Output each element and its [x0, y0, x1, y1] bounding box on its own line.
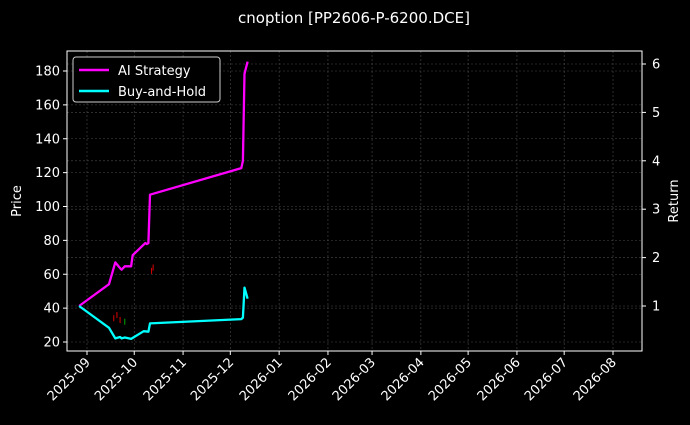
x-tick-label: 2026-08 — [571, 355, 620, 404]
left-tick-label: 120 — [35, 166, 60, 181]
right-axis-label: Return — [667, 179, 682, 222]
x-tick-label: 2026-03 — [330, 355, 379, 404]
legend-label-buy-and-hold: Buy-and-Hold — [118, 85, 206, 100]
left-tick-label: 100 — [35, 200, 60, 215]
x-tick-label: 2025-12 — [188, 355, 237, 404]
left-tick-label: 20 — [43, 336, 60, 351]
chart-title: cnoption [PP2606-P-6200.DCE] — [238, 9, 470, 27]
x-tick-label: 2026-04 — [379, 355, 428, 404]
left-axis-ticks: 20 40 60 80 100 120 140 160 180 — [35, 65, 67, 351]
left-tick-label: 180 — [35, 65, 60, 80]
right-axis-ticks: 1 2 3 4 5 6 — [642, 58, 660, 315]
left-tick-label: 40 — [43, 302, 60, 317]
left-tick-label: 60 — [43, 268, 60, 283]
x-tick-label: 2026-01 — [237, 355, 286, 404]
plot-frame — [66, 50, 643, 352]
x-tick-label: 2025-11 — [141, 355, 190, 404]
right-tick-label: 2 — [652, 251, 660, 266]
x-tick-label: 2026-02 — [286, 355, 335, 404]
right-tick-label: 6 — [652, 58, 660, 73]
price-candles — [113, 264, 154, 325]
right-tick-label: 5 — [652, 106, 660, 121]
left-tick-label: 80 — [43, 234, 60, 249]
legend-label-ai-strategy: AI Strategy — [118, 64, 191, 79]
left-axis-label: Price — [10, 185, 25, 217]
left-tick-label: 160 — [35, 98, 60, 113]
x-tick-label: 2026-06 — [475, 355, 524, 404]
series-line — [78, 61, 249, 307]
legend: AI Strategy Buy-and-Hold — [72, 56, 221, 103]
right-tick-label: 1 — [652, 300, 660, 315]
series-line — [78, 286, 249, 341]
x-tick-label: 2025-10 — [92, 355, 141, 404]
right-tick-label: 4 — [652, 154, 660, 169]
left-tick-label: 140 — [35, 132, 60, 147]
right-tick-label: 3 — [652, 203, 660, 218]
series-lines — [78, 61, 249, 341]
x-tick-label: 2026-05 — [426, 355, 475, 404]
x-tick-label: 2025-09 — [45, 355, 94, 404]
x-tick-label: 2026-07 — [522, 355, 571, 404]
